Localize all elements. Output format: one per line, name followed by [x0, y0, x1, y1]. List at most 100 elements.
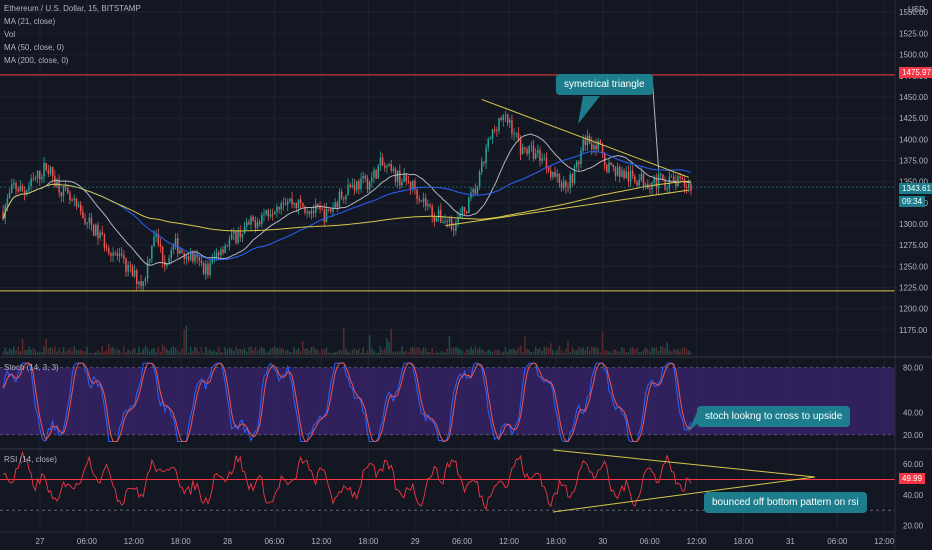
candle-body [258, 221, 261, 224]
candle-body [43, 163, 45, 177]
rsi-triangle-lower [552, 476, 816, 513]
time-tick-label: 12:00 [874, 537, 895, 546]
candle-body [381, 157, 384, 166]
volume-bar [386, 338, 388, 355]
volume-bar [174, 347, 177, 355]
volume-bar [82, 350, 84, 355]
volume-bar [32, 348, 35, 355]
candle-body [77, 204, 80, 207]
volume-bar [321, 349, 323, 355]
level-price-tag: 1475.97 [899, 67, 932, 78]
volume-bar [10, 349, 13, 355]
candle-body [347, 184, 349, 196]
candle-body [144, 278, 147, 282]
candle-body [584, 139, 587, 146]
candle-body [269, 214, 272, 217]
candle-body [463, 207, 466, 212]
candle-body [207, 264, 209, 276]
candle-body [308, 211, 311, 214]
volume-bar [105, 349, 108, 355]
volume-bar [390, 328, 392, 355]
volume-bar [60, 352, 63, 355]
candle-body [155, 233, 157, 237]
candle-body [299, 199, 302, 203]
volume-bar [202, 352, 205, 355]
candle-body [619, 167, 621, 177]
volume-bar [336, 351, 339, 355]
volume-bar [392, 351, 395, 355]
candle-body [524, 147, 526, 149]
candle-body [254, 220, 257, 228]
candle-body [90, 217, 93, 225]
candle-body [36, 170, 39, 178]
volume-bar [250, 346, 252, 355]
candle-body [608, 162, 610, 172]
volume-bar [47, 348, 50, 355]
volume-bar [627, 352, 630, 355]
candle-body [657, 174, 660, 189]
volume-bar [371, 348, 373, 355]
candle-body [69, 192, 71, 201]
candle-body [504, 114, 507, 116]
volume-bar [101, 346, 104, 355]
candle-body [105, 247, 108, 249]
candle-body [228, 239, 231, 246]
volume-bar [222, 352, 224, 355]
volume-bar [373, 350, 375, 355]
candle-body [666, 188, 668, 190]
candle-body [355, 181, 358, 191]
candle-body [325, 209, 328, 223]
candle-body [688, 183, 690, 189]
volume-bar [196, 348, 198, 355]
volume-bar [192, 351, 194, 355]
candle-body [302, 202, 304, 207]
price-tick-label: 1375.00 [899, 156, 928, 165]
volume-bar [481, 349, 483, 355]
candle-body [192, 253, 194, 262]
candle-body [41, 176, 43, 180]
volume-bar [625, 352, 627, 355]
candle-body [491, 129, 494, 139]
annotation-symmetrical-triangle: symetrical triangle [556, 74, 653, 95]
volume-bar [67, 350, 69, 355]
candle-body [511, 120, 513, 135]
volume-bar [185, 325, 188, 355]
candle-body [293, 202, 295, 205]
volume-bar [217, 346, 220, 355]
volume-bar [491, 351, 494, 355]
volume-bar [129, 351, 132, 355]
volume-bar [435, 351, 438, 355]
candle-body [237, 230, 239, 243]
volume-bar [578, 346, 580, 355]
volume-bar [541, 351, 543, 355]
candle-body [610, 162, 612, 165]
candle-body [534, 153, 537, 159]
volume-bar [647, 348, 649, 355]
volume-bar [584, 350, 587, 355]
volume-bar [319, 352, 321, 355]
candle-body [170, 249, 173, 259]
volume-bar [310, 347, 313, 355]
candle-body [545, 157, 548, 168]
volume-bar [414, 348, 416, 355]
time-tick-label: 06:00 [452, 537, 473, 546]
volume-bar [483, 350, 485, 355]
volume-bar [30, 349, 32, 355]
volume-bar [545, 346, 548, 355]
volume-bar [444, 352, 446, 355]
time-tick-label: 18:00 [358, 537, 379, 546]
volume-bar [136, 352, 138, 355]
volume-bar [655, 347, 658, 355]
volume-bar [205, 346, 207, 355]
candle-body [560, 182, 563, 189]
candle-body [280, 203, 282, 210]
volume-bar [23, 349, 26, 355]
candle-body [310, 210, 313, 214]
volume-bar [424, 347, 427, 355]
candle-body [571, 174, 574, 184]
volume-bar [127, 349, 129, 355]
volume-bar [601, 330, 604, 355]
time-tick-label: 12:00 [124, 537, 145, 546]
candle-body [157, 233, 160, 245]
